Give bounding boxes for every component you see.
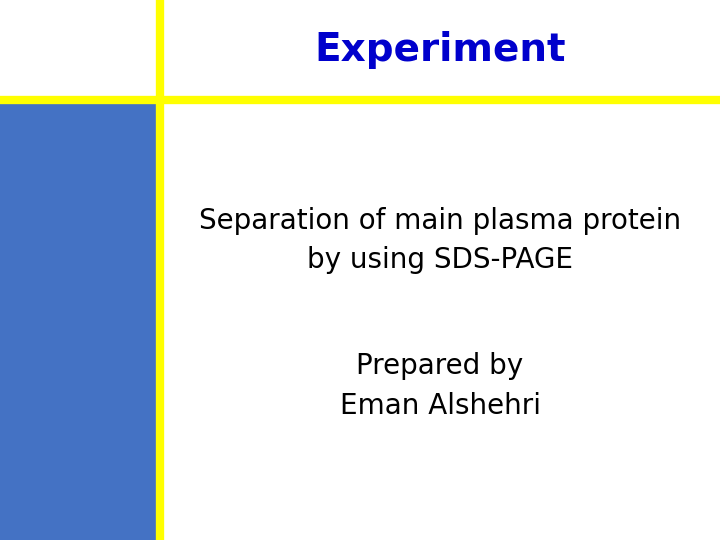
Text: Experiment: Experiment [314, 31, 566, 69]
Text: Separation of main plasma protein
by using SDS-PAGE: Separation of main plasma protein by usi… [199, 207, 681, 274]
Text: Prepared by
Eman Alshehri: Prepared by Eman Alshehri [340, 353, 541, 420]
Bar [0, 100, 160, 540]
